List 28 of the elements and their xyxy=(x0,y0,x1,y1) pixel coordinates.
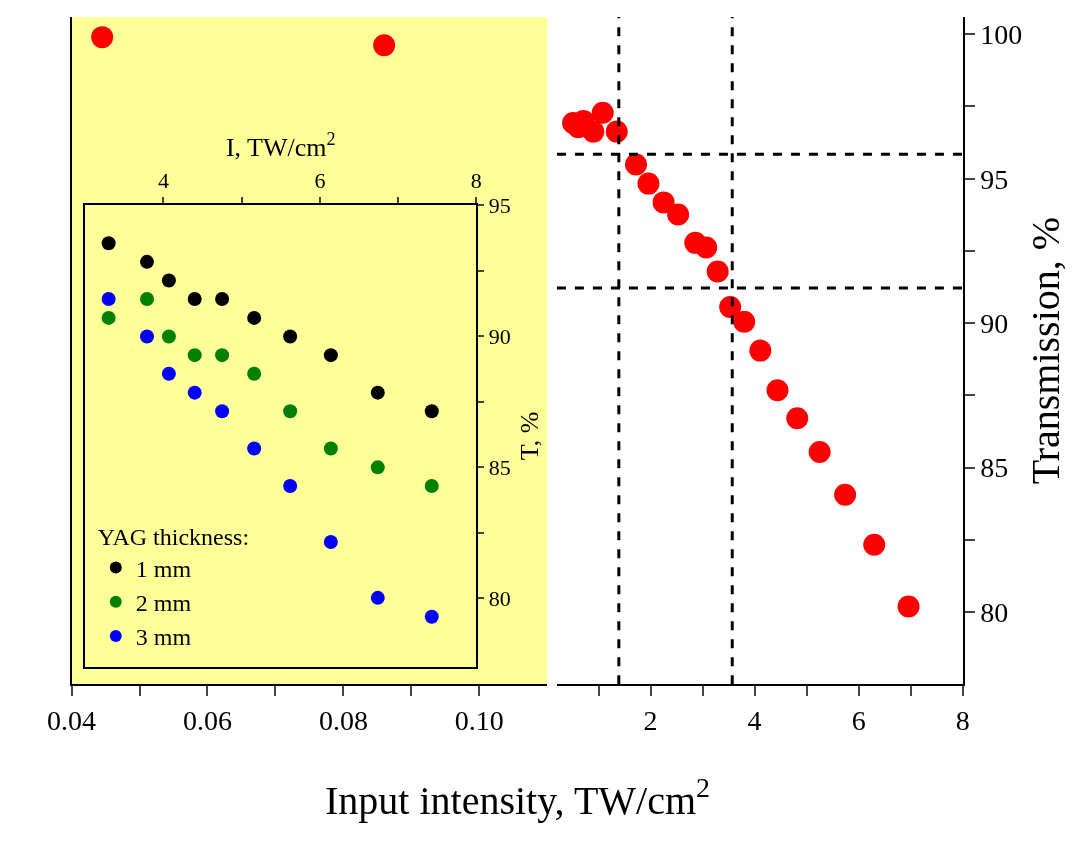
x-tick-label: 4 xyxy=(747,704,762,736)
y-tick-label: 95 xyxy=(980,163,1009,195)
x-tick-label: 0.06 xyxy=(182,704,232,736)
x-tick-label: 8 xyxy=(955,704,970,736)
x-tick-label: 0.04 xyxy=(47,704,97,736)
y-tick-label: 90 xyxy=(488,323,511,349)
y-tick-label: 100 xyxy=(980,19,1023,51)
y-tick-label: 90 xyxy=(980,307,1009,339)
y-tick-label: 80 xyxy=(488,586,511,612)
y-axis-title: T, % xyxy=(514,411,544,461)
legend-label: 2 mm xyxy=(135,590,192,617)
y-tick-label: 85 xyxy=(488,455,511,481)
x-axis-title: I, TW/cm$^{2}$ xyxy=(225,129,336,163)
x-tick-label: 2 xyxy=(643,704,658,736)
legend-label: 1 mm xyxy=(135,555,192,582)
legend-title: YAG thickness: xyxy=(97,524,250,551)
x-tick-label: 4 xyxy=(157,168,169,194)
y-tick-label: 85 xyxy=(980,452,1009,484)
y-tick-label: 95 xyxy=(488,192,511,218)
legend-label: 3 mm xyxy=(135,624,192,651)
x-tick-label: 6 xyxy=(314,168,326,194)
x-tick-label: 6 xyxy=(851,704,866,736)
x-tick-label: 0.10 xyxy=(454,704,504,736)
x-tick-label: 0.08 xyxy=(318,704,368,736)
y-axis-title: Transmission, % xyxy=(1023,216,1069,485)
x-axis-title: Input intensity, TW/cm$^{2}$ xyxy=(325,772,711,823)
y-tick-label: 80 xyxy=(980,596,1009,628)
x-tick-label: 8 xyxy=(470,168,482,194)
